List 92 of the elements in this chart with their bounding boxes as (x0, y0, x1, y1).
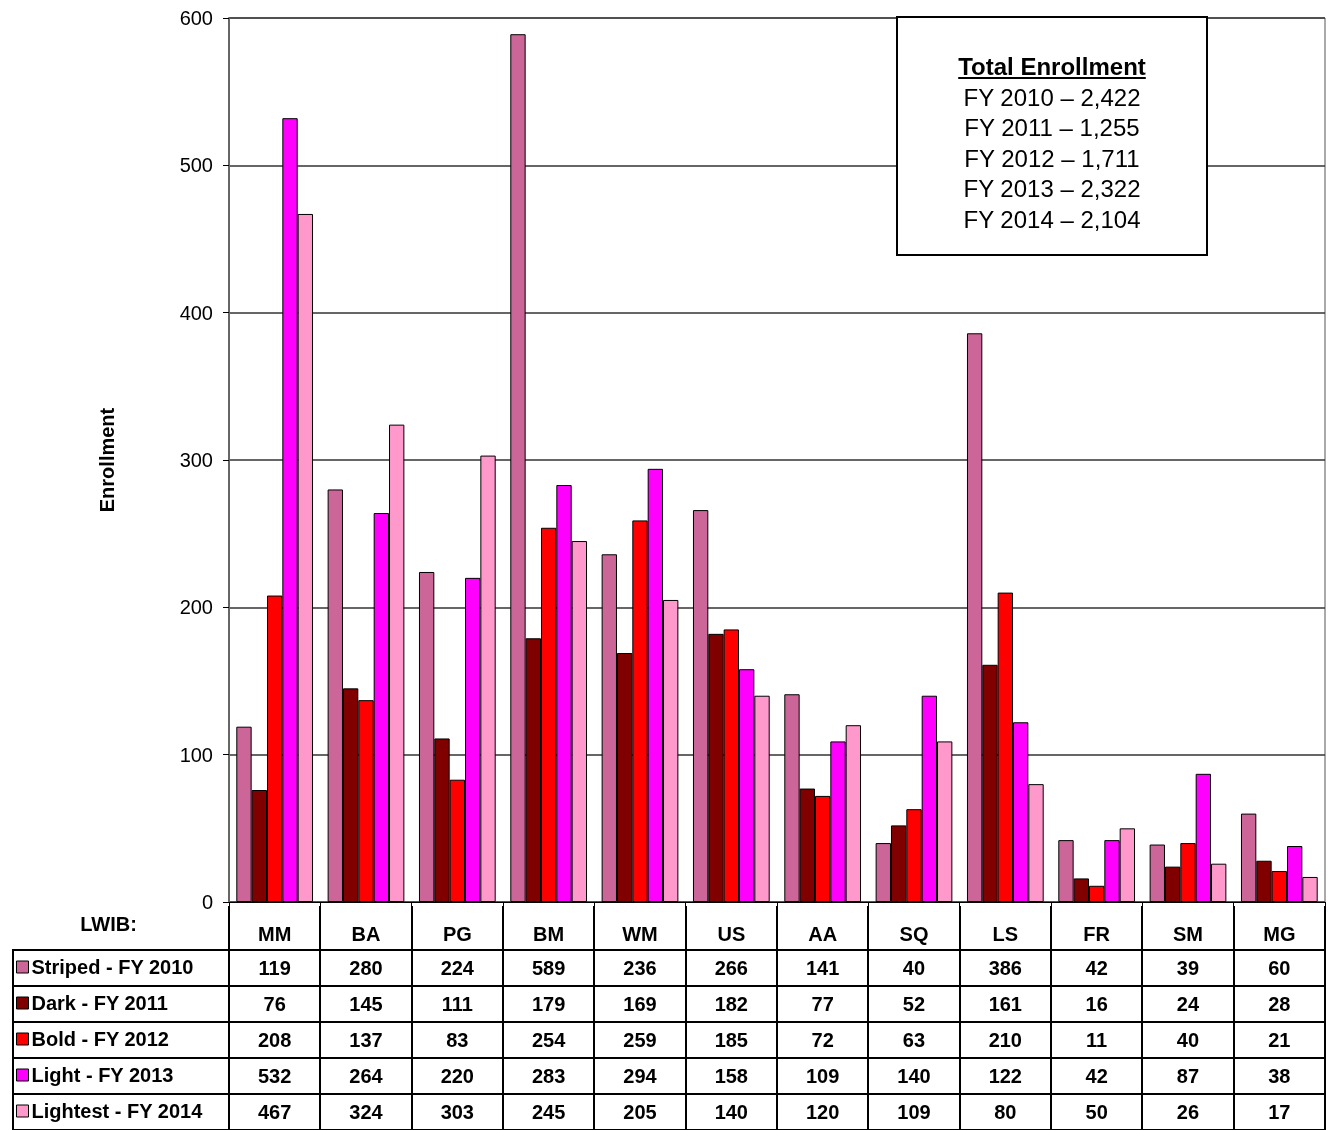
data-label: 77 (810, 992, 835, 1017)
data-label: 26 (1175, 1100, 1201, 1125)
data-label: 42 (1084, 956, 1109, 981)
y-tick-label: 400 (179, 301, 213, 324)
data-label: 169 (622, 992, 658, 1017)
data-label: 111 (440, 992, 474, 1017)
data-label: 109 (896, 1100, 932, 1125)
data-label: 283 (530, 1064, 567, 1089)
x-tick-label: FR (1083, 923, 1111, 945)
data-label: 266 (713, 956, 749, 981)
x-tick-label: MM (258, 923, 292, 945)
x-tick-label: PG (442, 923, 472, 945)
y-tick-label: 200 (179, 596, 213, 619)
data-label: 236 (622, 956, 658, 981)
data-label: 220 (439, 1064, 475, 1089)
data-label: 122 (987, 1064, 1023, 1089)
y-tick-label: 0 (201, 891, 213, 913)
data-label: 179 (530, 992, 567, 1017)
data-label: 324 (348, 1100, 384, 1125)
y-tick-label: 500 (179, 154, 213, 177)
y-tick-label: 100 (179, 743, 213, 766)
x-tick-label: SQ (899, 923, 929, 945)
annotation: FY 2011 – 1,255 (964, 114, 1140, 142)
y-axis-title: Enrollment (96, 407, 118, 513)
data-label: 264 (348, 1064, 384, 1089)
data-label: 109 (804, 1064, 841, 1089)
data-label: 467 (256, 1100, 293, 1125)
data-label: 28 (1267, 992, 1292, 1017)
y-tick-label: 600 (179, 7, 213, 29)
data-label: 161 (987, 992, 1023, 1017)
x-tick-label: US (717, 923, 746, 945)
legend-label: Lightest - FY 2014 (31, 1100, 204, 1122)
data-label: 72 (810, 1028, 835, 1053)
data-label: 224 (439, 956, 475, 981)
data-label: 185 (713, 1028, 749, 1053)
data-label: 245 (530, 1100, 567, 1125)
data-label: 205 (622, 1100, 658, 1125)
data-label: 38 (1267, 1064, 1292, 1089)
legend-label: Bold - FY 2012 (31, 1028, 169, 1050)
x-tick-label: MG (1263, 923, 1296, 945)
annotation: FY 2013 – 2,322 (963, 175, 1141, 203)
data-label: 17 (1267, 1100, 1292, 1125)
data-label: 386 (987, 956, 1023, 981)
data-label: 80 (993, 1100, 1018, 1125)
data-label: 11 (1085, 1028, 1109, 1053)
data-label: 182 (713, 992, 749, 1017)
y-tick-label: 300 (179, 449, 213, 471)
data-label: 259 (622, 1028, 658, 1053)
data-label: 83 (445, 1028, 470, 1053)
data-label: 63 (901, 1028, 927, 1053)
x-tick-label: BA (351, 923, 381, 945)
data-label: 137 (348, 1028, 384, 1053)
data-label: 141 (804, 956, 841, 981)
data-label: 42 (1084, 1064, 1109, 1089)
data-label: 60 (1267, 956, 1292, 981)
data-label: 119 (257, 956, 292, 981)
data-label: 140 (713, 1100, 749, 1125)
data-label: 532 (256, 1064, 293, 1089)
data-label: 50 (1084, 1100, 1109, 1125)
legend-label: Striped - FY 2010 (31, 956, 194, 978)
x-tick-label: AA (808, 923, 838, 945)
x-tick-label: BM (533, 923, 565, 945)
x-tick-label: LS (992, 923, 1019, 945)
legend-label: Light - FY 2013 (31, 1064, 174, 1086)
x-tick-label: SM (1173, 923, 1203, 945)
data-label: 52 (901, 992, 927, 1017)
data-label: 210 (987, 1028, 1023, 1053)
data-label: 158 (713, 1064, 749, 1089)
annotation: Total Enrollment (958, 53, 1146, 80)
data-label: 589 (530, 956, 567, 981)
data-label: 87 (1175, 1064, 1201, 1089)
annotation: FY 2012 – 1,711 (964, 144, 1140, 172)
data-label: 145 (348, 992, 384, 1017)
data-label: 39 (1175, 956, 1201, 981)
x-tick-label: WM (622, 923, 658, 945)
data-label: 294 (622, 1064, 658, 1089)
data-label: 280 (348, 956, 384, 981)
legend-title: LWIB: (80, 913, 137, 935)
data-label: 208 (256, 1028, 293, 1053)
legend-label: Dark - FY 2011 (31, 992, 168, 1014)
data-label: 254 (530, 1028, 567, 1053)
annotation: FY 2014 – 2,104 (963, 205, 1141, 233)
data-label: 21 (1267, 1028, 1292, 1053)
data-label: 24 (1175, 992, 1201, 1017)
data-label: 303 (439, 1100, 475, 1125)
data-label: 16 (1084, 992, 1109, 1017)
data-label: 40 (1175, 1028, 1201, 1053)
data-label: 76 (262, 992, 287, 1017)
data-label: 120 (804, 1100, 841, 1125)
data-label: 140 (896, 1064, 932, 1089)
data-label: 40 (901, 956, 927, 981)
annotation: FY 2010 – 2,422 (963, 83, 1141, 111)
